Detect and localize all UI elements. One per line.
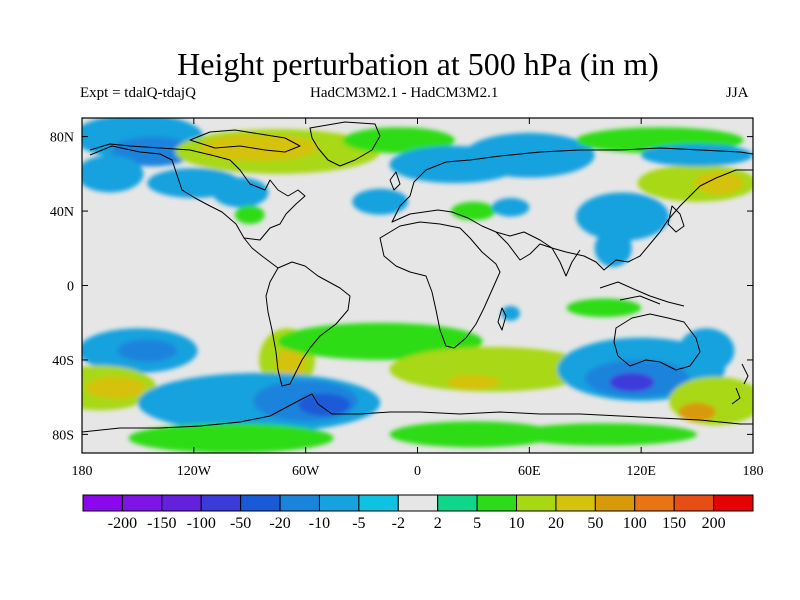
anomaly-region — [199, 134, 319, 161]
colorbar-label: -5 — [352, 515, 365, 532]
colorbar-swatch — [121, 494, 163, 512]
anomaly-region — [342, 127, 455, 154]
coastline-indonesia — [599, 281, 685, 307]
anomaly-region — [594, 229, 632, 267]
colorbar-label: -20 — [269, 515, 290, 532]
coastline-japan — [667, 205, 685, 233]
colorbar-swatch — [516, 494, 557, 512]
anomaly-region — [277, 322, 483, 360]
lon-label: 60W — [292, 464, 320, 479]
anomaly-region — [641, 144, 753, 167]
colorbar-swatch — [634, 494, 675, 512]
anomaly-region — [389, 346, 595, 392]
coastline-south-asia — [495, 231, 581, 277]
lat-label: 80N — [50, 131, 74, 146]
colorbar-label: 10 — [509, 515, 525, 532]
colorbar-swatch — [555, 494, 596, 512]
colorbar-label: -150 — [147, 515, 176, 532]
anomaly-region — [566, 298, 642, 318]
anomaly-region — [298, 393, 351, 416]
colorbar-label: 150 — [662, 515, 686, 532]
lat-label: 40N — [50, 205, 74, 220]
season-label: JJA — [726, 85, 749, 101]
colorbar-label: 20 — [548, 515, 564, 532]
lon-label: 120W — [177, 464, 212, 479]
experiment-label: Expt = tdalQ-tdajQ — [80, 85, 196, 101]
colorbar-swatch — [476, 494, 518, 512]
coastline-greenland — [309, 121, 381, 167]
colorbar-swatch — [594, 494, 636, 512]
coastline-central-america — [243, 237, 279, 269]
coastline-new-zealand — [731, 363, 749, 405]
coastline-british-isles — [389, 171, 401, 191]
colorbar-label: 2 — [434, 515, 442, 532]
lon-label: 120E — [626, 464, 656, 479]
colorbar-swatch — [82, 494, 123, 512]
coastline-south-america — [265, 261, 351, 387]
colorbar-swatch — [200, 494, 242, 512]
coastline-arctic-islands — [189, 129, 301, 153]
coastline-north-america — [89, 143, 306, 241]
anomaly-region — [695, 171, 744, 195]
colorbar-label: -100 — [187, 515, 216, 532]
colorbar-swatch — [437, 494, 478, 512]
lat-label: 40S — [52, 354, 74, 369]
anomaly-region — [82, 155, 144, 193]
anomaly-region — [234, 205, 265, 225]
colorbar-label: 5 — [473, 515, 481, 532]
colorbar-label: -50 — [230, 515, 251, 532]
anomaly-region — [117, 339, 178, 362]
colorbar-swatch — [161, 494, 202, 512]
anomaly-region — [678, 328, 735, 373]
lon-label: 0 — [414, 464, 421, 479]
anomaly-region — [678, 402, 716, 422]
anomaly-region — [451, 201, 496, 221]
colorbar-label: 100 — [623, 515, 647, 532]
chart-title: Height perturbation at 500 hPa (in m) — [177, 46, 659, 82]
colorbar-swatch — [318, 494, 360, 512]
coastline-australia — [613, 313, 701, 371]
colorbar-swatch — [240, 494, 281, 512]
anomaly-region — [464, 132, 595, 178]
colorbar-swatch — [673, 494, 715, 512]
colorbar-swatch — [397, 494, 439, 512]
anomaly-region — [111, 136, 194, 167]
lon-label: 180 — [72, 464, 93, 479]
anomaly-region — [492, 198, 530, 217]
anomaly-region — [352, 188, 409, 215]
anomaly-region — [212, 177, 269, 208]
anomaly-region — [609, 372, 655, 392]
colorbar-swatch — [279, 494, 320, 512]
anomaly-region — [128, 423, 334, 453]
anomaly-region — [447, 374, 500, 390]
colorbar-label: 200 — [702, 515, 726, 532]
coastline-africa — [379, 221, 501, 349]
coastline-madagascar — [497, 307, 507, 331]
colorbar-label: -2 — [392, 515, 405, 532]
lon-label: 180 — [743, 464, 764, 479]
anomaly-region — [85, 376, 146, 400]
anomaly-region — [389, 421, 558, 448]
anomaly-region — [510, 423, 698, 446]
colorbar-swatch — [713, 494, 754, 512]
colorbar-swatch — [358, 494, 399, 512]
anomaly-region — [575, 192, 670, 241]
colorbar-label: 50 — [587, 515, 603, 532]
lat-label: 0 — [67, 280, 74, 295]
colorbar-label: -10 — [309, 515, 330, 532]
lat-label: 80S — [52, 428, 74, 443]
lon-label: 60E — [518, 464, 541, 479]
colorbar-label: -200 — [108, 515, 137, 532]
models-label: HadCM3M2.1 - HadCM3M2.1 — [310, 85, 499, 101]
anomaly-region — [275, 346, 306, 381]
coastline-antarctica — [82, 393, 753, 433]
